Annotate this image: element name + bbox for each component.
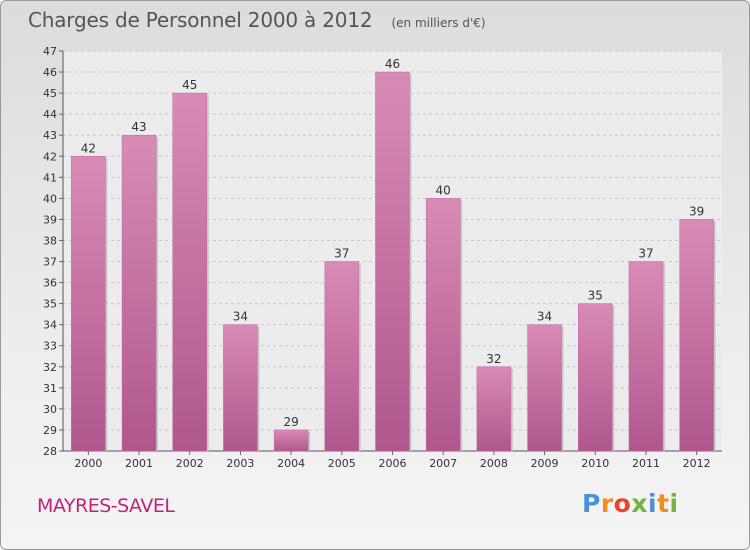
bar-value-label: 39 [689, 204, 704, 218]
y-tick-label: 40 [43, 192, 57, 205]
bar-value-label: 32 [486, 352, 501, 366]
x-tick-label: 2000 [74, 457, 102, 470]
x-tick-label: 2008 [480, 457, 508, 470]
logo-letter: i [648, 489, 658, 518]
bar [121, 134, 157, 452]
bar-value-label: 34 [537, 310, 552, 324]
chart-header: Charges de Personnel 2000 à 2012 (en mil… [28, 8, 486, 32]
y-tick-label: 44 [43, 108, 57, 121]
bar-value-label: 35 [588, 289, 603, 303]
bar-value-label: 46 [385, 57, 400, 71]
x-tick-label: 2005 [328, 457, 356, 470]
x-tick-label: 2012 [683, 457, 711, 470]
y-tick-label: 46 [43, 66, 57, 79]
x-tick-label: 2011 [632, 457, 660, 470]
bar-value-label: 45 [182, 78, 197, 92]
bar [578, 303, 613, 452]
x-tick-label: 2009 [531, 457, 559, 470]
y-tick-label: 47 [43, 45, 57, 58]
bar-value-label: 43 [131, 120, 146, 134]
bar [476, 366, 512, 452]
x-tick-label: 2001 [125, 457, 153, 470]
y-tick-label: 31 [43, 382, 57, 395]
logo-letter: i [669, 489, 679, 518]
bar-value-label: 40 [436, 183, 451, 197]
bar [527, 324, 562, 452]
y-tick-label: 43 [43, 129, 57, 142]
y-tick-label: 35 [43, 298, 57, 311]
y-tick-label: 34 [43, 319, 57, 332]
x-tick-label: 2010 [581, 457, 609, 470]
proxiti-logo[interactable]: Proxiti [582, 489, 679, 518]
bar [425, 198, 461, 452]
y-tick-label: 36 [43, 277, 57, 290]
y-tick-label: 28 [43, 445, 57, 458]
y-tick-label: 37 [43, 256, 57, 269]
y-tick-label: 30 [43, 403, 57, 416]
y-tick-label: 45 [43, 87, 57, 100]
commune-name: MAYRES-SAVEL [37, 495, 175, 517]
x-tick-label: 2006 [379, 457, 407, 470]
y-tick-label: 33 [43, 340, 57, 353]
y-tick-label: 38 [43, 234, 57, 247]
bar [172, 92, 207, 452]
bar-value-label: 37 [334, 247, 349, 261]
y-tick-label: 32 [43, 361, 57, 374]
x-tick-label: 2007 [429, 457, 457, 470]
bar-value-label: 37 [638, 247, 653, 261]
x-tick-label: 2003 [226, 457, 254, 470]
logo-letter: x [631, 489, 648, 518]
bar [71, 156, 106, 452]
bar [679, 219, 714, 452]
logo-letter: P [582, 489, 601, 518]
bar [375, 71, 410, 452]
chart-title: Charges de Personnel 2000 à 2012 [28, 8, 373, 32]
x-tick-label: 2004 [277, 457, 305, 470]
bar-value-label: 34 [233, 310, 248, 324]
bar [324, 261, 360, 452]
logo-letter: r [600, 489, 614, 518]
y-tick-label: 41 [43, 171, 57, 184]
bar [628, 261, 664, 452]
x-tick-label: 2002 [176, 457, 204, 470]
y-tick-label: 39 [43, 213, 57, 226]
logo-letter: t [657, 489, 670, 518]
bar [223, 324, 258, 452]
logo-letter: o [613, 489, 632, 518]
bar-value-label: 29 [283, 415, 298, 429]
chart-subtitle: (en milliers d'€) [391, 16, 486, 30]
y-tick-label: 29 [43, 424, 57, 437]
y-tick-label: 42 [43, 150, 57, 163]
bar [273, 429, 309, 452]
bar-value-label: 42 [81, 141, 96, 155]
